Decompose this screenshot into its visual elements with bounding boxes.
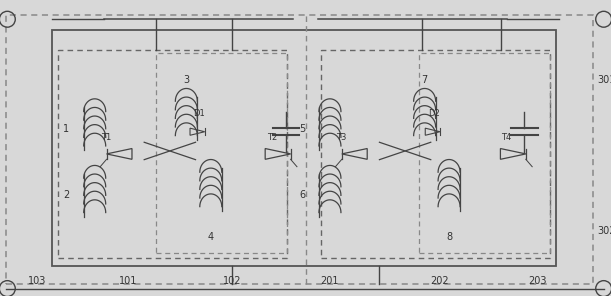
Bar: [52, 30, 556, 266]
Text: 8: 8: [446, 232, 452, 242]
Bar: [58, 50, 287, 258]
Text: 103: 103: [27, 276, 46, 286]
Text: T4: T4: [501, 133, 511, 142]
Text: T2: T2: [267, 133, 277, 142]
Text: 102: 102: [223, 276, 241, 286]
Text: 4: 4: [208, 232, 214, 242]
Text: 101: 101: [119, 276, 137, 286]
Text: 1: 1: [63, 124, 69, 134]
Text: 5: 5: [299, 124, 306, 134]
Text: 301: 301: [598, 75, 611, 85]
Text: 7: 7: [422, 75, 428, 85]
Text: T3: T3: [336, 133, 346, 142]
Text: 302: 302: [598, 226, 611, 236]
Bar: [419, 53, 550, 253]
Text: 201: 201: [321, 276, 339, 286]
Text: 3: 3: [183, 75, 189, 85]
Text: 2: 2: [63, 190, 69, 200]
Text: T1: T1: [101, 133, 111, 142]
Text: 6: 6: [299, 190, 306, 200]
Text: D2: D2: [428, 110, 440, 118]
Bar: [156, 53, 287, 253]
Text: 202: 202: [431, 276, 449, 286]
Bar: [321, 50, 550, 258]
Text: D1: D1: [192, 110, 205, 118]
Text: 203: 203: [529, 276, 547, 286]
